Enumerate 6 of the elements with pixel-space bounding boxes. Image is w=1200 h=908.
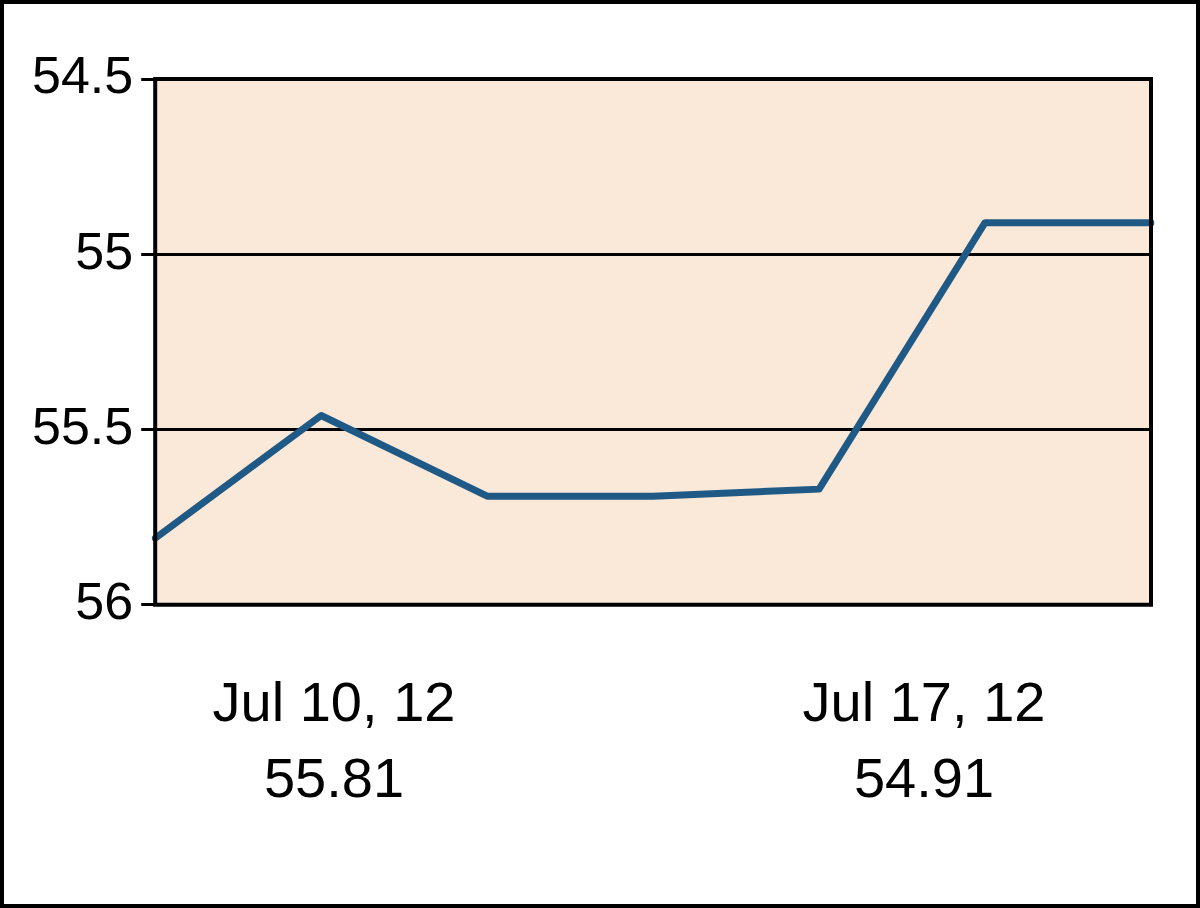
y-tick-label: 54.5 (31, 46, 134, 105)
y-tick-label: 55 (75, 221, 134, 280)
text: Jul 17, 12 54.91 (801, 669, 1047, 811)
y-tick-label: 55.5 (31, 396, 134, 455)
text: Jul 10, 12 55.81 (211, 669, 457, 811)
y-tick-label: 56 (75, 572, 134, 631)
